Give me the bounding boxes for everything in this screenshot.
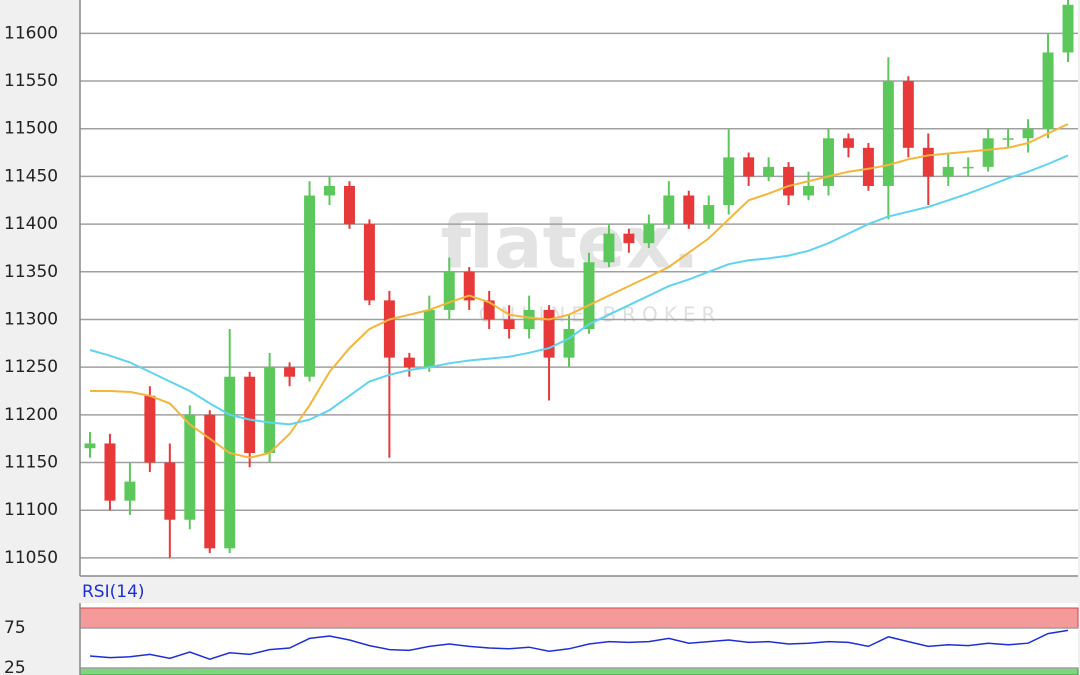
candle-body (583, 262, 595, 330)
oversold-band (79, 667, 1079, 675)
candle-body (1002, 138, 1014, 140)
y-tick-label: 11350 (4, 262, 58, 282)
y-tick-label: 11100 (4, 500, 58, 520)
candle-body (962, 166, 974, 169)
candle-body (224, 376, 236, 549)
moving-average (89, 154, 1069, 426)
candle-body (982, 138, 994, 167)
candle-body (683, 195, 695, 225)
candle-body (842, 138, 854, 148)
candle-body (144, 395, 156, 463)
candle-body (543, 309, 555, 358)
candle-body (803, 185, 815, 196)
candle-body (623, 233, 635, 244)
overbought-band (79, 607, 1079, 629)
candle-body (204, 414, 216, 549)
candle-body (304, 195, 316, 377)
y-tick-label: 11600 (4, 23, 58, 43)
y-tick-label: 11500 (4, 119, 58, 139)
candle-body (922, 147, 934, 177)
candle-body (164, 462, 176, 520)
candle-body (862, 147, 874, 186)
candle-body (783, 166, 795, 196)
y-tick-label: 11200 (4, 405, 58, 425)
candle-body (942, 166, 954, 177)
candle-body (264, 367, 276, 453)
candle-body (523, 309, 535, 330)
rsi-line (89, 629, 1069, 660)
rsi-title: RSI(14) (82, 582, 145, 602)
candle-body (383, 300, 395, 358)
candle-body (463, 271, 475, 301)
candle-body (703, 205, 715, 225)
y-tick-label: 75 (4, 618, 26, 638)
candle-body (763, 166, 775, 177)
y-tick-label: 11250 (4, 357, 58, 377)
candle-body (244, 376, 256, 453)
candle-body (324, 185, 335, 196)
candle-body (1022, 128, 1034, 139)
moving-average (90, 123, 1069, 459)
candle-body (184, 414, 196, 520)
candle-body (663, 195, 675, 225)
candle-body (363, 224, 375, 301)
y-tick-label: 11400 (4, 214, 58, 234)
y-tick-label: 25 (4, 658, 26, 675)
candle-body (124, 481, 136, 501)
candle-body (343, 185, 355, 225)
candle-body (1042, 52, 1054, 129)
candle-body (603, 233, 615, 263)
y-tick-label: 11150 (4, 453, 58, 473)
candle-body (643, 224, 655, 244)
candle-body (284, 367, 296, 377)
candle-body (882, 81, 894, 186)
candle-body (1062, 4, 1074, 53)
candle-body (503, 319, 515, 330)
candle-body (723, 157, 735, 206)
y-tick-label: 11550 (4, 71, 58, 91)
candle-body (104, 443, 116, 501)
watermark-subtitle: ONLINE BROKER (479, 303, 722, 327)
candle-body (563, 329, 575, 358)
candle-body (403, 357, 415, 368)
y-tick-label: 11300 (4, 309, 58, 329)
candle-body (443, 271, 455, 310)
watermark: flatex. (441, 201, 700, 285)
candle-body (423, 309, 435, 368)
candle-body (743, 157, 755, 177)
candle-body (902, 81, 914, 148)
candle-body (483, 300, 495, 320)
candle-body (823, 138, 834, 186)
candle-body (84, 443, 96, 449)
y-tick-label: 11450 (4, 166, 58, 186)
y-tick-label: 11050 (4, 548, 58, 568)
